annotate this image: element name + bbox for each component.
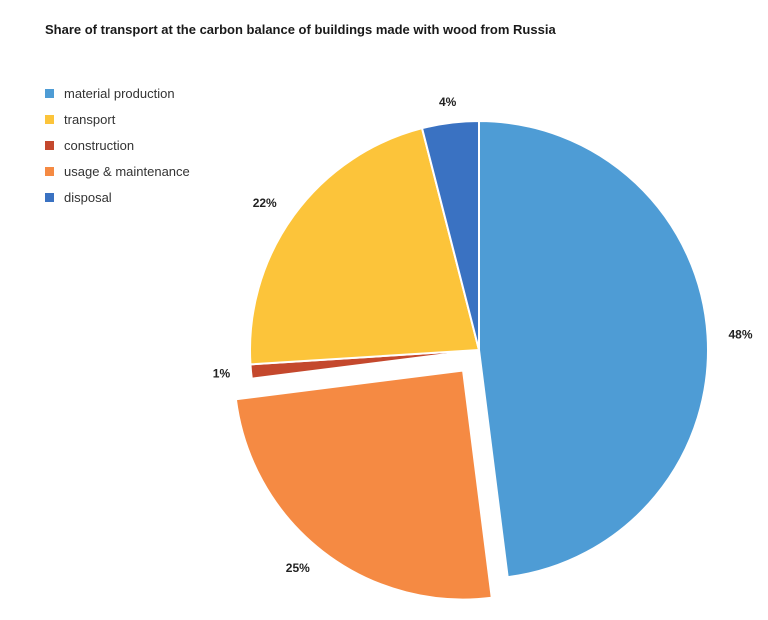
chart-legend: material production transport constructi… [45, 80, 190, 210]
pie-slice-transport[interactable] [249, 127, 480, 366]
data-label: 4% [439, 95, 457, 109]
legend-item-material-production[interactable]: material production [45, 80, 190, 106]
legend-swatch [45, 166, 54, 176]
legend-item-transport[interactable]: transport [45, 106, 190, 132]
legend-item-construction[interactable]: construction [45, 132, 190, 158]
data-label: 25% [286, 561, 310, 575]
legend-swatch [45, 140, 54, 150]
pie-slice-usage-maintenance[interactable] [234, 369, 493, 601]
data-label: 48% [729, 327, 753, 341]
pie-slice-material-production[interactable] [478, 120, 709, 579]
legend-label: construction [64, 137, 135, 153]
legend-item-disposal[interactable]: disposal [45, 184, 190, 210]
data-label: 1% [213, 367, 231, 381]
legend-swatch [45, 88, 54, 98]
legend-label: disposal [64, 189, 112, 205]
pie-slice-disposal[interactable] [421, 120, 480, 351]
chart-title: Share of transport at the carbon balance… [45, 22, 556, 37]
legend-label: material production [64, 85, 175, 101]
legend-label: transport [64, 111, 116, 127]
data-label: 22% [253, 196, 277, 210]
legend-swatch [45, 192, 54, 202]
legend-label: usage & maintenance [64, 163, 190, 179]
legend-swatch [45, 114, 54, 124]
legend-item-usage-maintenance[interactable]: usage & maintenance [45, 158, 190, 184]
